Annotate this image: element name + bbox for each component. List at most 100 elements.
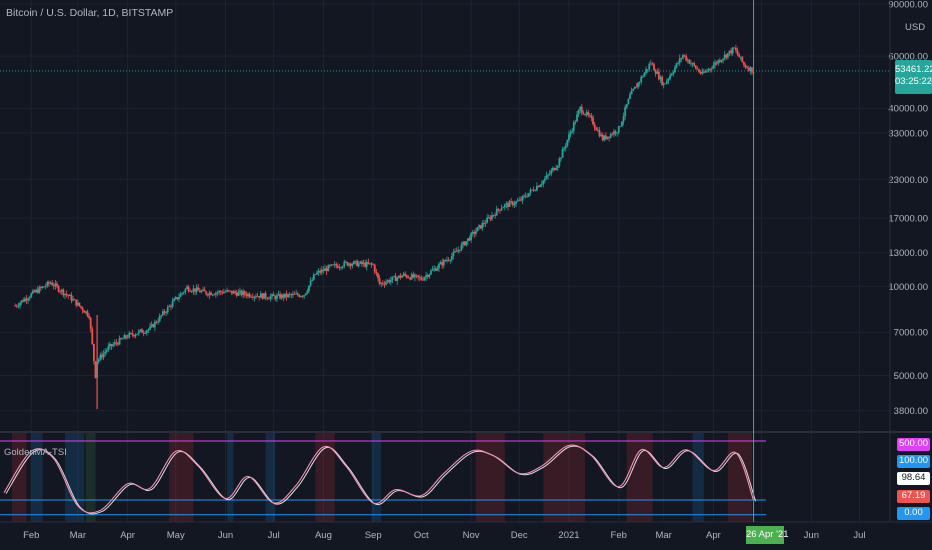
candle-body (474, 231, 477, 235)
candle-body (282, 294, 285, 298)
candle-body (454, 251, 456, 253)
candle-body (527, 193, 530, 197)
candle-body (338, 267, 341, 269)
candle-body (447, 259, 450, 261)
candle-body (218, 291, 220, 293)
candle-body (311, 279, 314, 281)
candle-body (38, 287, 41, 293)
candle-body (405, 275, 408, 278)
candlestick-series (14, 44, 755, 410)
candle-body (539, 185, 541, 188)
candle-body (20, 300, 23, 303)
candle-body (102, 353, 105, 358)
candle-body (515, 201, 517, 205)
candle-body (354, 260, 357, 262)
candle-body (483, 223, 485, 225)
candle-body (495, 208, 498, 216)
candle-body (657, 71, 660, 80)
candle-body (710, 68, 713, 70)
candle-body (258, 295, 261, 298)
candle-body (235, 292, 238, 296)
candle-body (595, 127, 598, 131)
candle-body (577, 110, 580, 115)
candle-body (651, 63, 654, 65)
time-tick-label: 2021 (558, 530, 579, 541)
candle-body (373, 264, 376, 272)
candle-body (304, 293, 307, 296)
candle-body (484, 223, 487, 225)
highlight-zone (265, 433, 276, 522)
candle-body (609, 133, 612, 138)
grid-lines (0, 0, 890, 522)
candle-body (142, 332, 145, 334)
candle-body (203, 289, 206, 292)
candle-body (70, 294, 73, 301)
candle-body (521, 196, 524, 201)
candle-body (134, 334, 137, 337)
candle-body (450, 255, 453, 260)
indicator-value-badge: 500.00 (897, 438, 930, 451)
candle-body (348, 263, 350, 266)
candle-body (173, 299, 176, 302)
candle-body (621, 121, 623, 127)
candle-body (46, 281, 49, 287)
candle-body (507, 203, 509, 207)
candle-body (605, 135, 607, 139)
candle-body (54, 283, 57, 287)
candle-body (619, 126, 622, 127)
candle-body (715, 62, 718, 64)
candle-body (491, 215, 493, 220)
candle-body (648, 64, 651, 70)
candle-body (328, 265, 331, 267)
candle-body (699, 71, 702, 74)
candle-body (105, 350, 108, 352)
candle-body (375, 271, 378, 274)
candle-body (633, 86, 636, 89)
candle-body (675, 63, 678, 68)
candle-body (726, 53, 729, 58)
candle-body (330, 264, 333, 266)
candle-body (627, 98, 630, 105)
candle-body (518, 199, 521, 201)
candle-body (51, 282, 54, 286)
time-tick-label: Jun (218, 530, 233, 541)
candle-body (378, 278, 381, 284)
price-tick-label: 90000.00 (888, 0, 928, 11)
candle-body (92, 343, 95, 362)
candle-body (386, 280, 389, 283)
candle-body (677, 62, 680, 64)
candle-body (714, 62, 716, 66)
candle-body (137, 330, 140, 334)
candle-body (585, 112, 588, 115)
candle-body (553, 167, 556, 170)
candle-body (251, 297, 254, 298)
candle-body (479, 225, 482, 229)
candle-body (598, 130, 601, 137)
candle-body (15, 305, 18, 307)
candle-body (101, 354, 103, 358)
candle-body (420, 277, 423, 280)
candle-body (264, 293, 267, 298)
candle-body (170, 305, 172, 307)
candle-body (526, 196, 529, 198)
candle-body (611, 133, 614, 135)
candle-body (367, 262, 370, 264)
candle-body (147, 329, 150, 331)
candle-body (616, 132, 619, 134)
time-tick-label: Apr (120, 530, 135, 541)
candle-body (158, 315, 161, 322)
candle-body (556, 165, 559, 169)
candle-body (455, 251, 458, 252)
candle-body (283, 293, 286, 298)
candle-body (433, 268, 436, 270)
candle-body (256, 295, 259, 297)
candle-body (181, 292, 184, 294)
candle-body (674, 67, 676, 73)
candle-body (561, 149, 564, 158)
candle-body (717, 60, 720, 64)
candle-body (625, 104, 628, 108)
candle-body (741, 56, 744, 63)
candle-body (190, 291, 193, 293)
